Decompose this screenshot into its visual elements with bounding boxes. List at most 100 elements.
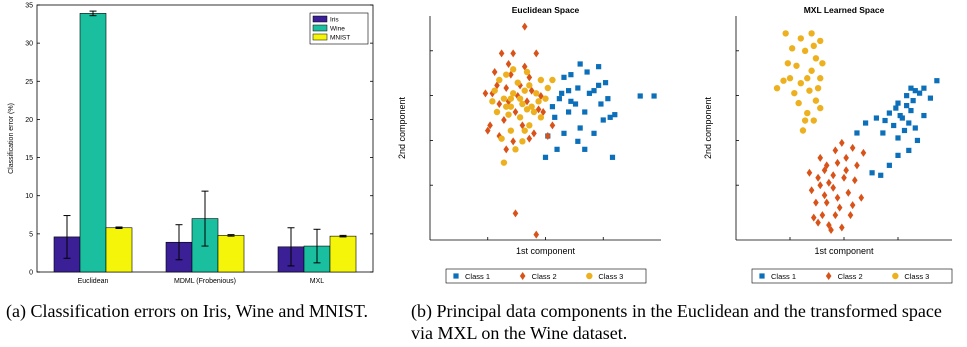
point-class-3	[892, 272, 899, 280]
point-class-1	[895, 135, 901, 141]
point-class-3	[500, 95, 508, 102]
point-class-2	[505, 60, 512, 68]
point-class-1	[586, 90, 592, 96]
x-tick-label: MDML (Frobenious)	[174, 278, 236, 285]
point-class-1	[577, 125, 583, 131]
point-class-2	[843, 166, 849, 175]
point-class-1	[854, 130, 860, 136]
point-class-1	[880, 130, 886, 136]
legend-label: Iris	[330, 17, 339, 24]
point-class-1	[568, 72, 574, 78]
point-class-1	[873, 115, 879, 121]
point-class-2	[521, 22, 528, 31]
point-class-3	[530, 108, 538, 116]
point-class-2	[849, 201, 856, 210]
legend-box	[751, 268, 953, 284]
point-class-2	[823, 198, 830, 207]
point-class-3	[526, 82, 533, 89]
x-axis-label: 1st component	[516, 246, 576, 256]
y-axis-label: 2nd component	[397, 96, 407, 159]
point-class-3	[509, 90, 517, 97]
point-class-3	[514, 79, 521, 86]
point-class-1	[605, 96, 611, 102]
point-class-2	[821, 191, 828, 200]
scatter-title: MXL Learned Space	[804, 5, 885, 15]
point-class-2	[489, 89, 496, 98]
point-class-2	[496, 132, 503, 140]
point-class-2	[845, 188, 852, 197]
point-class-3	[817, 104, 824, 112]
x-tick-label: MXL	[310, 278, 325, 285]
point-class-1	[921, 112, 927, 119]
point-class-2	[817, 153, 824, 162]
y-tick-label: 25	[25, 79, 33, 86]
mxl-scatter-panel: MXL Learned Space 1st component 2nd compon…	[703, 5, 952, 256]
point-class-1	[901, 127, 908, 134]
point-class-3	[817, 75, 824, 82]
point-class-3	[799, 127, 807, 134]
point-class-1	[934, 78, 940, 84]
point-class-2	[526, 73, 533, 82]
point-class-3	[523, 106, 531, 113]
point-class-3	[519, 138, 526, 145]
y-tick-label: 10	[25, 193, 33, 200]
y-tick-label: 0	[29, 270, 33, 277]
point-class-2	[540, 108, 546, 116]
point-class-3	[544, 84, 552, 92]
point-class-2	[531, 129, 537, 138]
point-class-2	[810, 213, 817, 222]
point-class-3	[788, 45, 796, 52]
point-class-2	[501, 116, 507, 124]
legend-label: MNIST	[330, 35, 350, 42]
point-class-2	[526, 134, 533, 143]
legend-label: Class 2	[532, 272, 557, 281]
point-class-2	[484, 126, 491, 135]
point-class-3	[500, 159, 508, 166]
point-class-3	[786, 75, 794, 82]
point-class-2	[858, 193, 865, 202]
point-class-1	[575, 85, 581, 91]
point-class-3	[791, 89, 798, 97]
point-class-1	[893, 105, 899, 111]
point-class-3	[810, 42, 817, 50]
point-class-3	[509, 66, 517, 73]
point-class-1	[612, 112, 618, 118]
point-class-2	[508, 70, 514, 79]
legend-label: Class 2	[838, 272, 863, 281]
point-class-3	[503, 103, 510, 110]
point-class-3	[519, 100, 526, 108]
caption-a: (a) Classification errors on Iris, Wine …	[6, 301, 369, 321]
point-class-2	[860, 148, 867, 157]
figure-canvas: 0 5 10 15 20 25 30 35 Classification error (%) Eu…	[8, 3, 953, 285]
point-class-1	[607, 114, 613, 120]
point-class-3	[773, 84, 781, 92]
point-class-2	[849, 143, 856, 152]
point-class-1	[917, 90, 923, 96]
y-axis-label: 2nd component	[703, 96, 713, 159]
point-class-2	[510, 49, 516, 58]
point-class-1	[904, 93, 910, 99]
point-class-1	[582, 109, 588, 115]
point-class-3	[507, 95, 515, 102]
point-class-2	[538, 92, 544, 100]
point-class-3	[793, 62, 800, 69]
point-class-3	[806, 87, 813, 94]
point-class-2	[549, 121, 556, 130]
point-class-2	[828, 226, 834, 235]
point-class-3	[512, 146, 519, 153]
point-class-2	[487, 121, 493, 130]
point-class-2	[854, 161, 860, 170]
point-class-3	[797, 35, 804, 42]
mxl-scatter-legend: Class 1 Class 2 Class 3	[751, 268, 953, 284]
point-class-1	[596, 82, 602, 88]
point-class-1	[906, 147, 912, 153]
point-class-2	[839, 138, 845, 147]
point-class-3	[521, 87, 528, 94]
point-class-1	[602, 80, 609, 86]
point-class-3	[489, 98, 496, 105]
point-class-2	[813, 198, 819, 207]
point-class-1	[927, 95, 933, 101]
point-class-3	[496, 76, 503, 84]
x-tick-label: Euclidean	[78, 278, 109, 285]
point-class-1	[908, 107, 914, 114]
